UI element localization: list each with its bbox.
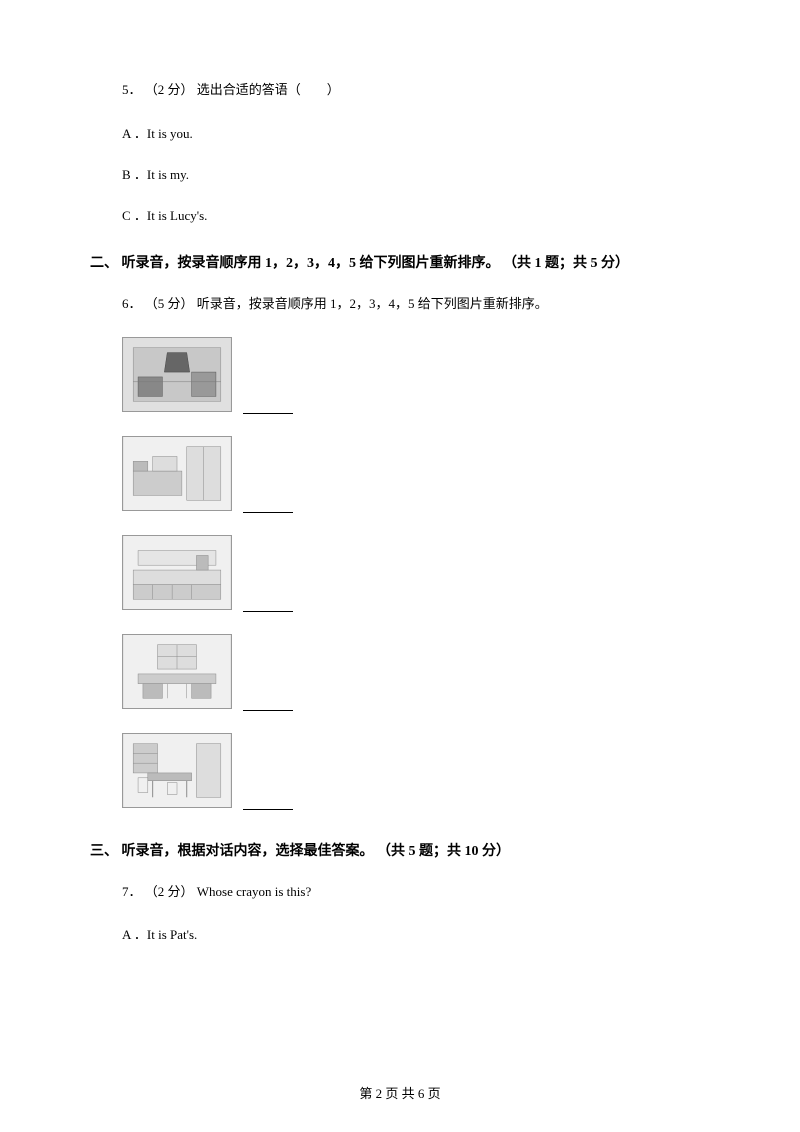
q6-points: （5 分） xyxy=(145,296,194,311)
q5-number: 5． xyxy=(122,82,142,97)
question-7: 7． （2 分） Whose crayon is this? A ．It is … xyxy=(90,882,710,944)
room-image-2 xyxy=(122,436,232,511)
q5-option-b[interactable]: B ．It is my. xyxy=(122,164,710,183)
question-6-header: 6． （5 分） 听录音，按录音顺序用 1，2，3，4，5 给下列图片重新排序。 xyxy=(122,296,548,311)
q6-number: 6． xyxy=(122,296,142,311)
q7-number: 7． xyxy=(122,884,142,899)
room-image-3 xyxy=(122,535,232,610)
image-item-2 xyxy=(90,436,710,515)
question-6: 6． （5 分） 听录音，按录音顺序用 1，2，3，4，5 给下列图片重新排序。 xyxy=(90,294,710,315)
q5-option-c[interactable]: C ．It is Lucy's. xyxy=(122,205,710,224)
q6-text: 听录音，按录音顺序用 1，2，3，4，5 给下列图片重新排序。 xyxy=(197,296,548,311)
q7-text: Whose crayon is this? xyxy=(197,884,311,899)
question-5-header: 5． （2 分） 选出合适的答语（ ） xyxy=(122,82,340,97)
q5-text: 选出合适的答语（ ） xyxy=(197,82,340,97)
question-5: 5． （2 分） 选出合适的答语（ ） A ．It is you. B ．It … xyxy=(90,80,710,224)
blank-1[interactable] xyxy=(243,413,293,414)
room-image-4 xyxy=(122,634,232,709)
room-image-1 xyxy=(122,337,232,412)
image-item-1 xyxy=(90,337,710,416)
section-2-header: 二、 听录音，按录音顺序用 1，2，3，4，5 给下列图片重新排序。 （共 1 … xyxy=(90,252,710,272)
q7-option-a[interactable]: A ．It is Pat's. xyxy=(122,924,710,943)
image-item-3 xyxy=(90,535,710,614)
section-3-header: 三、 听录音，根据对话内容，选择最佳答案。 （共 5 题；共 10 分） xyxy=(90,840,710,860)
blank-3[interactable] xyxy=(243,611,293,612)
image-item-4 xyxy=(90,634,710,713)
q5-points: （2 分） xyxy=(145,82,194,97)
blank-4[interactable] xyxy=(243,710,293,711)
blank-2[interactable] xyxy=(243,512,293,513)
room-image-5 xyxy=(122,733,232,808)
blank-5[interactable] xyxy=(243,809,293,810)
image-item-5 xyxy=(90,733,710,812)
q5-option-a[interactable]: A ．It is you. xyxy=(122,123,710,142)
q7-points: （2 分） xyxy=(145,884,194,899)
page-footer: 第 2 页 共 6 页 xyxy=(0,1083,800,1102)
question-7-header: 7． （2 分） Whose crayon is this? xyxy=(122,884,311,899)
